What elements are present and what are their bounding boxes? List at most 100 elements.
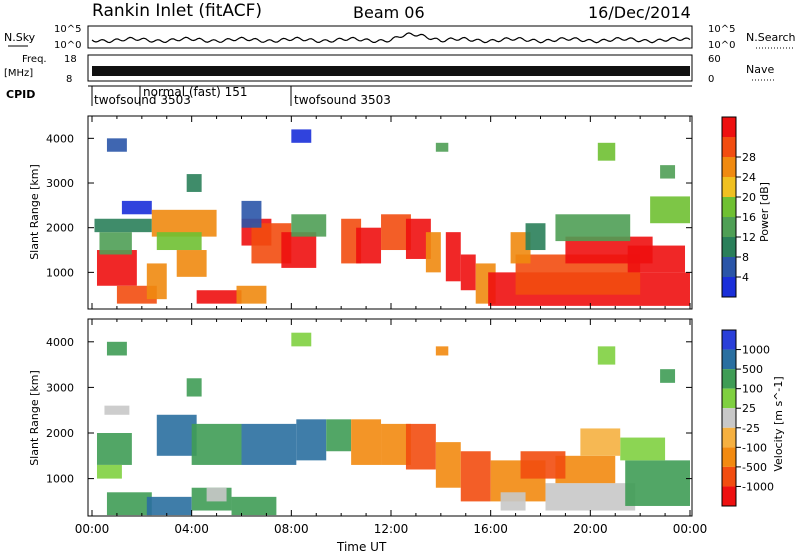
data-cell	[146, 263, 167, 300]
data-cell	[186, 378, 202, 397]
data-cell	[231, 496, 277, 516]
data-cell	[96, 250, 137, 286]
data-cell	[520, 451, 566, 479]
data-cell	[580, 428, 621, 456]
data-cell	[435, 442, 461, 488]
y-tick-label: 3000	[46, 177, 74, 190]
colorbar-tick: 8	[742, 251, 749, 264]
data-cell	[555, 455, 616, 484]
data-cell	[291, 214, 327, 237]
beam-title: Beam 06	[353, 3, 425, 22]
colorbar-tick: -1000	[742, 480, 774, 493]
colorbar-tick: 1000	[742, 344, 770, 357]
data-cell	[96, 433, 132, 465]
data-cell	[241, 200, 262, 228]
data-cell	[555, 214, 631, 242]
data-cell	[176, 250, 207, 277]
data-cell	[291, 129, 312, 143]
power-panel: 1000 2000 3000 4000 Slant Range [km]	[28, 115, 693, 310]
freq-label: Freq.	[22, 54, 47, 65]
colorbar-swatch	[722, 427, 736, 448]
data-cell	[625, 460, 690, 506]
x-tick-label: 00:00	[75, 522, 110, 536]
colorbar-swatch	[722, 369, 736, 389]
freq-band	[92, 66, 690, 76]
velocity-ylabel: Slant Range [km]	[28, 370, 41, 466]
colorbar-swatch	[722, 237, 736, 257]
y-tick-label: 4000	[46, 132, 74, 145]
data-cell	[405, 423, 436, 470]
nsearch-tick-top: 10^5	[708, 24, 735, 35]
nsearch-tick-bottom: 10^0	[708, 40, 735, 51]
colorbar-tick: 100	[742, 383, 763, 396]
station-title: Rankin Inlet (fitACF)	[92, 1, 262, 21]
colorbar-swatch	[722, 197, 736, 217]
nave-tick-bottom: 0	[708, 74, 714, 85]
data-cell	[186, 174, 202, 192]
nsky-label: N.Sky	[4, 31, 36, 44]
cpid-segment-3: twofsound 3503	[294, 93, 391, 107]
data-cell	[545, 483, 636, 511]
colorbar-swatch	[722, 257, 736, 277]
data-cell	[460, 451, 491, 502]
data-cell	[597, 142, 616, 161]
colorbar-swatch	[722, 466, 736, 487]
colorbar-swatch	[722, 408, 736, 428]
cpid-label: CPID	[6, 88, 35, 101]
colorbar-swatch	[722, 177, 736, 197]
nsky-tick-bottom: 10^0	[54, 40, 81, 51]
power-data-cells	[94, 129, 690, 306]
colorbar-swatch	[722, 388, 736, 409]
velocity-y-axis: 1000 2000 3000 4000	[46, 336, 692, 486]
velocity-data-cells	[96, 332, 690, 516]
colorbar-tick: 24	[742, 171, 756, 184]
data-cell	[381, 214, 411, 251]
colorbar-tick: 20	[742, 191, 756, 204]
data-cell	[660, 165, 676, 179]
data-cell	[351, 419, 382, 465]
velocity-panel: 1000 2000 3000 4000 Slant Range [km]	[28, 318, 693, 517]
power-x-ticks	[91, 116, 691, 309]
data-cell	[425, 232, 441, 273]
colorbar-swatch	[722, 486, 736, 506]
x-axis-labels: 00:00 04:00 08:00 12:00 16:00 20:00 00:00	[75, 522, 708, 536]
colorbar-swatch	[722, 447, 736, 467]
power-y-axis: 1000 2000 3000 4000	[46, 132, 692, 279]
x-axis-title: Time UT	[336, 540, 387, 554]
data-cell	[121, 200, 152, 215]
nave-tick-top: 60	[708, 54, 721, 65]
data-cell	[191, 423, 242, 465]
data-cell	[99, 232, 132, 255]
data-cell	[326, 419, 352, 452]
data-cell	[435, 346, 449, 356]
data-cell	[241, 423, 297, 465]
data-cell	[104, 405, 130, 415]
data-cell	[597, 346, 616, 365]
data-cell	[620, 437, 666, 461]
data-cell	[445, 232, 461, 282]
x-tick-label: 16:00	[473, 522, 508, 536]
data-cell	[196, 290, 242, 304]
y-tick-label: 2000	[46, 427, 74, 440]
data-cell	[236, 285, 267, 304]
data-cell	[106, 492, 152, 516]
velocity-colorbar-label: Velocity [m s^-1]	[772, 376, 785, 471]
data-cell	[156, 232, 202, 251]
data-cell	[94, 218, 152, 233]
colorbar-tick: -25	[742, 422, 760, 435]
data-cell	[381, 423, 411, 465]
data-cell	[627, 245, 686, 273]
colorbar-swatch	[722, 137, 736, 157]
data-cell	[650, 196, 690, 224]
cpid-segment-2: normal (fast) 151	[143, 85, 247, 99]
data-cell	[281, 232, 317, 268]
data-cell	[660, 369, 676, 383]
data-cell	[460, 254, 476, 291]
date-title: 16/Dec/2014	[588, 3, 691, 22]
data-cell	[341, 218, 362, 264]
colorbar-swatch	[722, 349, 736, 370]
data-cell	[435, 142, 449, 152]
data-cell	[296, 419, 327, 461]
nsky-tick-top: 10^5	[54, 24, 81, 35]
